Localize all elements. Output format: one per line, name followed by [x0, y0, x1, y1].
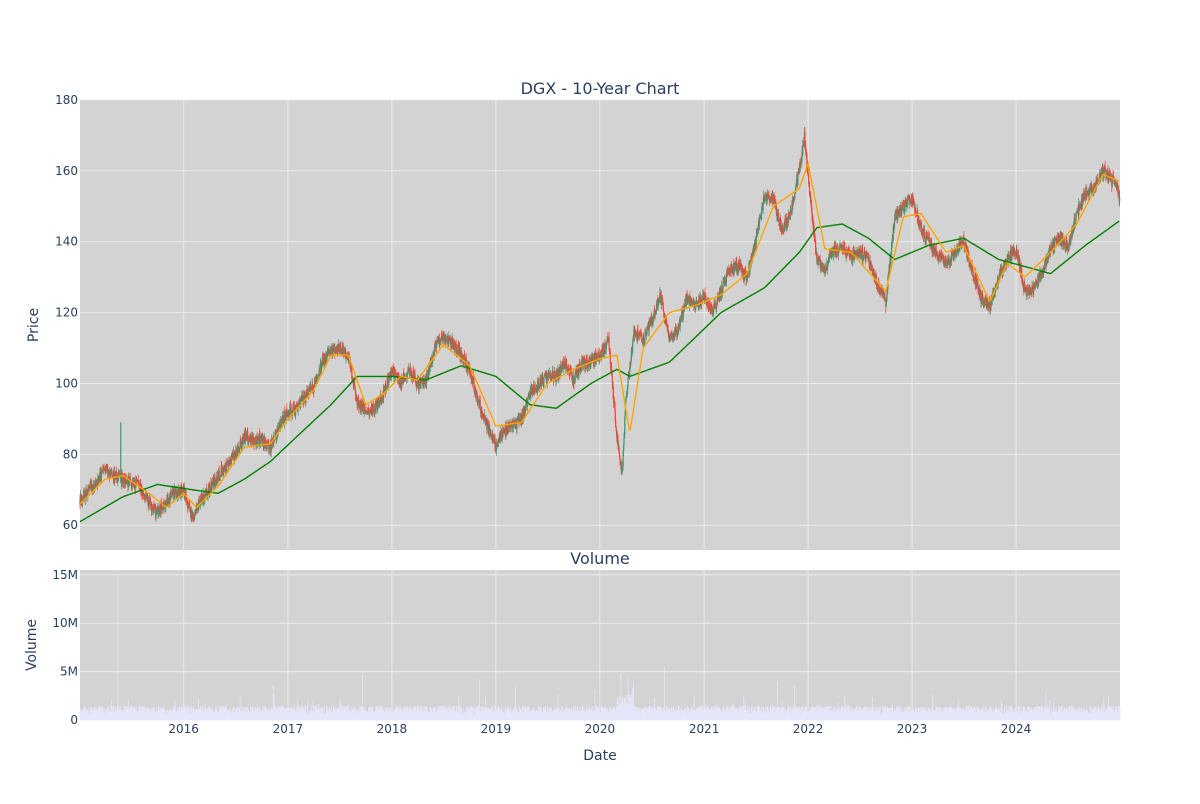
- candle-down-body: [533, 386, 534, 389]
- candle-up-body: [1071, 235, 1072, 238]
- x-tick-label: 2022: [793, 722, 824, 736]
- price-y-tick-label: 180: [55, 93, 78, 107]
- candle-up-body: [632, 344, 633, 353]
- volume-y-tick-label: 15M: [52, 568, 78, 582]
- candle-up-body: [1076, 212, 1077, 213]
- candle-up-body: [194, 513, 195, 516]
- candle-up-body: [145, 497, 146, 500]
- candle-up-body: [829, 254, 830, 258]
- candle-up-body: [684, 309, 685, 311]
- candle-up-body: [88, 488, 89, 491]
- candle-up-body: [361, 408, 362, 412]
- candle-down-body: [610, 352, 611, 365]
- candle-down-body: [130, 477, 131, 480]
- candle-up-body: [758, 225, 759, 233]
- candle-up-body: [627, 386, 628, 389]
- candle-down-body: [240, 441, 241, 442]
- candle-down-body: [789, 213, 790, 216]
- candle-up-body: [528, 399, 529, 400]
- candle-down-body: [798, 174, 799, 175]
- candle-up-body: [759, 218, 760, 225]
- candle-down-body: [219, 470, 220, 475]
- candle-up-body: [525, 411, 526, 414]
- candle-down-body: [354, 386, 355, 389]
- candle-up-body: [231, 454, 232, 461]
- candle-down-body: [1015, 251, 1016, 252]
- candle-down-body: [619, 455, 620, 460]
- candle-down-body: [915, 208, 916, 213]
- volume-y-tick-label: 10M: [52, 616, 78, 630]
- price-y-tick-label: 60: [63, 518, 78, 532]
- candle-up-body: [639, 337, 640, 339]
- candle-up-body: [525, 404, 526, 409]
- candle-up-body: [436, 340, 437, 345]
- candle-down-body: [936, 249, 937, 252]
- x-tick-label: 2016: [168, 722, 199, 736]
- x-tick-label: 2024: [1001, 722, 1032, 736]
- price-y-tick-label: 80: [63, 447, 78, 461]
- x-tick-label: 2023: [897, 722, 928, 736]
- x-tick-label: 2017: [273, 722, 304, 736]
- candle-down-body: [340, 342, 341, 348]
- candle-up-body: [825, 274, 826, 275]
- candle-up-body: [194, 517, 195, 520]
- x-tick-label: 2018: [377, 722, 408, 736]
- candle-up-body: [377, 407, 378, 409]
- candle-down-body: [473, 380, 474, 391]
- candle-up-body: [1026, 291, 1027, 295]
- candle-up-body: [794, 195, 795, 197]
- x-tick-label: 2019: [481, 722, 512, 736]
- candle-down-body: [885, 299, 886, 300]
- candle-up-body: [267, 445, 268, 449]
- candle-up-body: [1075, 222, 1076, 224]
- candle-down-body: [937, 254, 938, 258]
- price-y-tick-label: 120: [55, 306, 78, 320]
- x-tick-label: 2021: [689, 722, 720, 736]
- candle-up-body: [574, 381, 575, 383]
- price-y-tick-label: 140: [55, 235, 78, 249]
- candle-up-body: [623, 438, 624, 446]
- candle-up-body: [827, 265, 828, 270]
- volume-y-tick-label: 5M: [60, 665, 78, 679]
- candle-down-body: [655, 315, 656, 316]
- candle-up-body: [318, 375, 319, 376]
- price-y-tick-label: 160: [55, 164, 78, 178]
- candle-down-body: [815, 241, 816, 253]
- candle-up-body: [374, 413, 375, 414]
- price-y-tick-label: 100: [55, 376, 78, 390]
- candle-down-body: [619, 453, 620, 454]
- candle-down-body: [609, 337, 610, 349]
- candle-up-body: [1055, 240, 1056, 241]
- x-tick-label: 2020: [585, 722, 616, 736]
- candle-down-body: [641, 333, 642, 337]
- candle-down-body: [395, 374, 396, 375]
- volume-y-tick-label: 0: [70, 713, 78, 727]
